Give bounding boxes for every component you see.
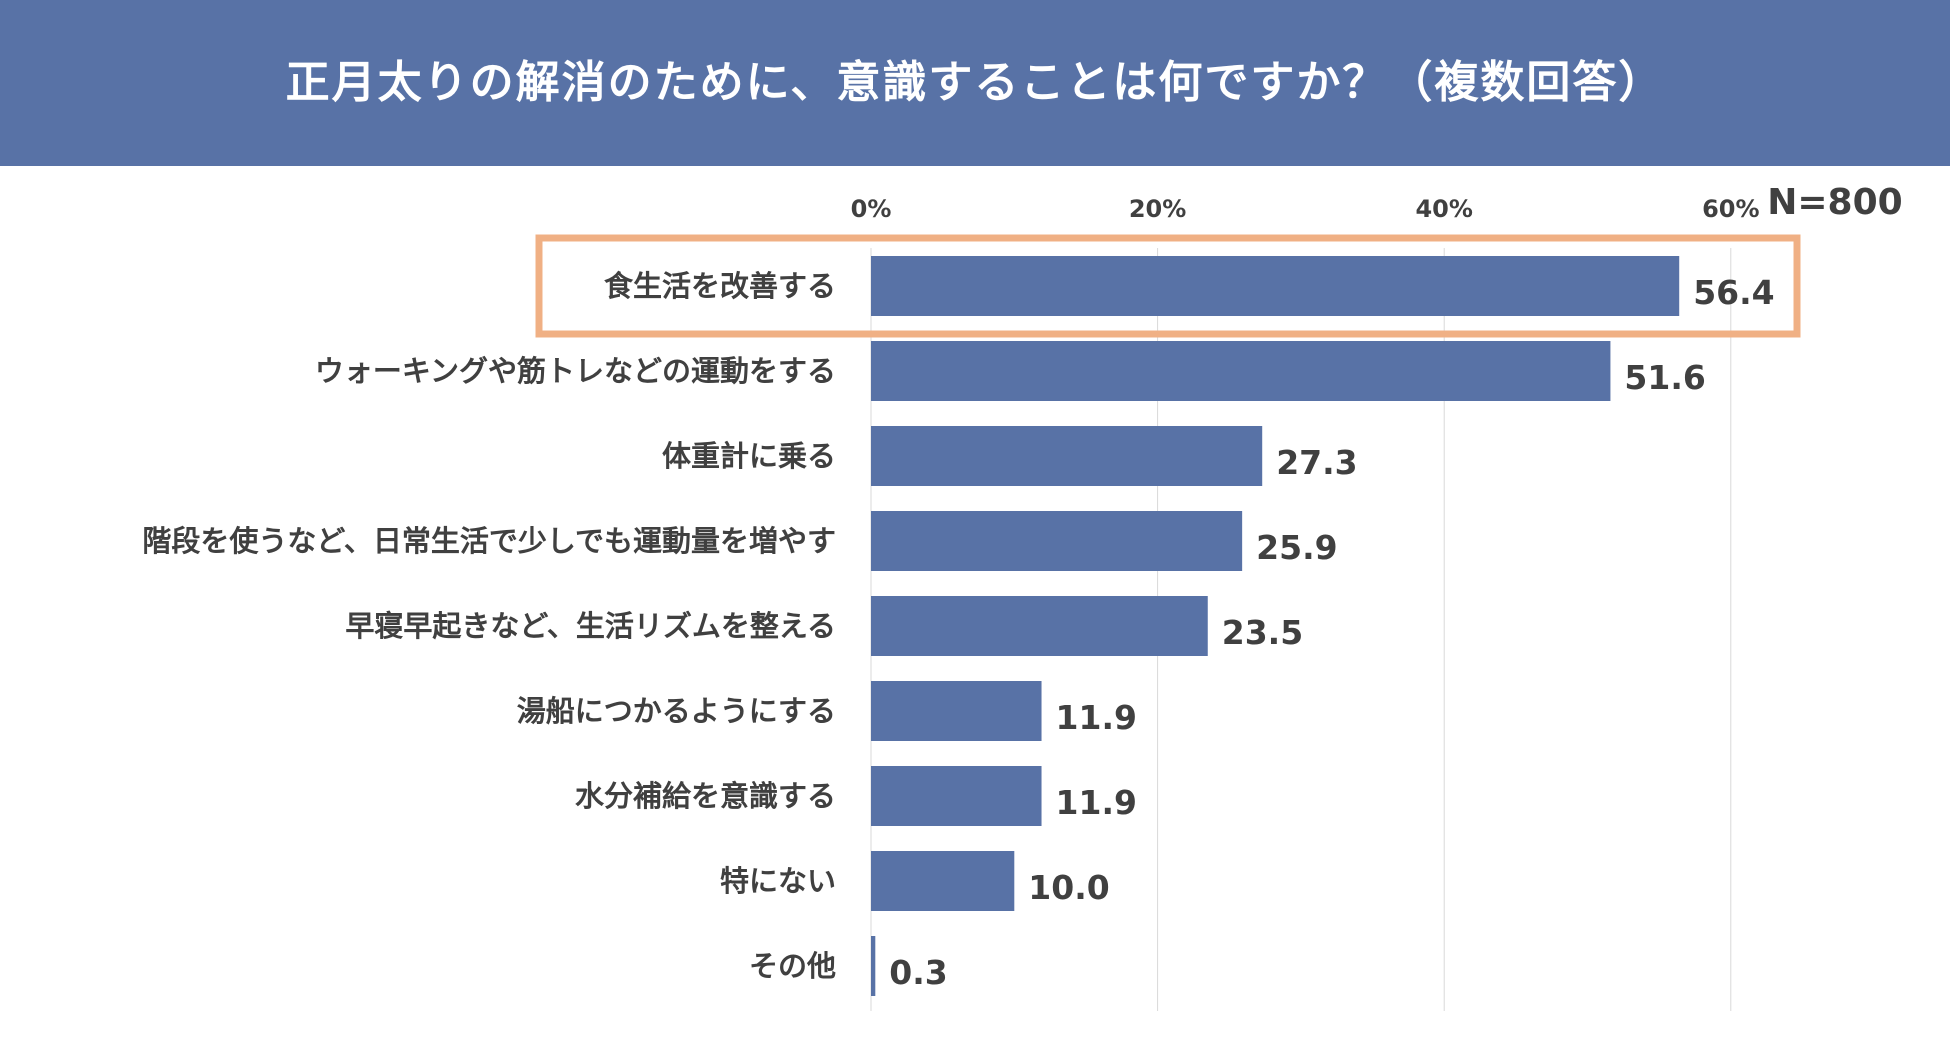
x-tick-label: 60% [1702, 195, 1759, 223]
x-tick-label: 0% [851, 195, 892, 223]
bar [871, 681, 1042, 741]
x-tick-label: 20% [1129, 195, 1186, 223]
category-label: その他 [749, 949, 836, 983]
value-label: 51.6 [1624, 358, 1705, 397]
category-label: 特にない [720, 864, 836, 898]
value-label: 27.3 [1276, 443, 1357, 482]
bar [871, 256, 1680, 316]
highlight-frame [535, 234, 1801, 338]
header-banner: 正月太りの解消のために、意識することは何ですか？（複数回答） [0, 0, 1950, 166]
category-label: 湯船につかるようにする [517, 694, 836, 728]
value-label: 10.0 [1028, 868, 1109, 907]
bar [871, 511, 1243, 571]
bar [871, 766, 1042, 826]
x-tick-label: 40% [1415, 195, 1472, 223]
bar [871, 426, 1263, 486]
bar [871, 341, 1611, 401]
chart-title: 正月太りの解消のために、意識することは何ですか？（複数回答） [285, 57, 1665, 108]
value-label: 23.5 [1222, 613, 1303, 652]
sample-size-label: N=800 [1767, 182, 1902, 223]
value-label: 25.9 [1256, 528, 1337, 567]
value-label: 0.3 [889, 953, 947, 992]
bar [871, 596, 1208, 656]
category-label: 食生活を改善する [604, 269, 836, 303]
category-label: 水分補給を意識する [575, 779, 836, 813]
category-label: ウォーキングや筋トレなどの運動をする [315, 354, 836, 388]
value-label: 56.4 [1693, 273, 1774, 312]
value-label: 11.9 [1056, 698, 1137, 737]
value-label: 11.9 [1056, 783, 1137, 822]
bar-chart: 0% 20% 40% 60% 食生活を改善する 56.4 ウォーキングや筋トレなどの運動を… [142, 182, 1903, 1011]
bar [871, 851, 1015, 911]
category-label: 体重計に乗る [662, 439, 836, 473]
category-label: 階段を使うなど、日常生活で少しでも運動量を増やす [142, 524, 836, 558]
bar [871, 936, 876, 996]
category-label: 早寝早起きなど、生活リズムを整える [345, 609, 836, 643]
